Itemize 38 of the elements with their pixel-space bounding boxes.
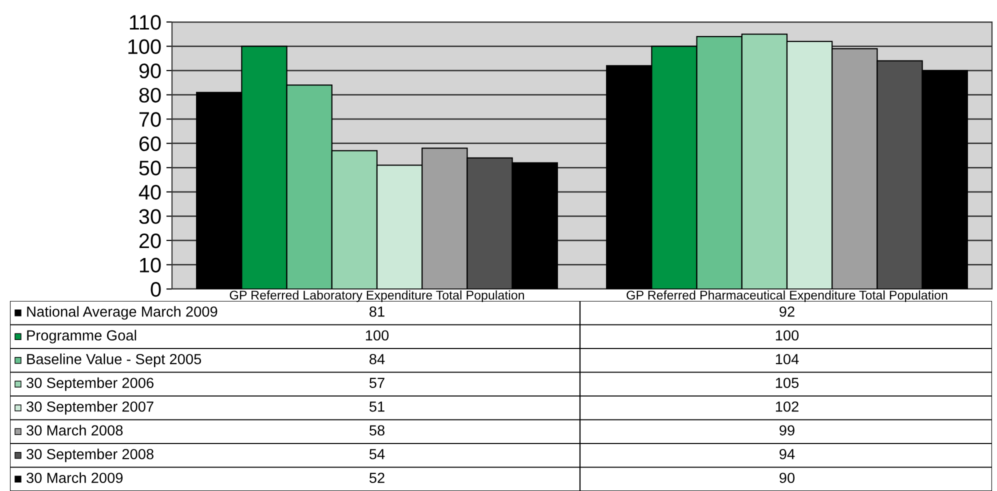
data-label: 52 [369,472,384,484]
legend-label: 30 March 2008 [26,424,123,436]
y-tick-label: 60 [139,136,161,152]
y-tick-label: 100 [128,39,161,54]
y-tick-label: 110 [130,15,161,30]
y-tick-label: 30 [139,209,161,224]
y-tick-label: 20 [139,233,161,248]
legend-label: 30 September 2006 [26,377,154,391]
y-tick-label: 50 [139,160,161,176]
y-tick-label: 80 [139,88,161,103]
data-label: 90 [780,472,795,484]
data-label: 51 [369,402,384,412]
data-label: 57 [369,378,384,388]
data-label: 104 [776,354,799,364]
data-label: 102 [776,401,798,412]
data-label: 81 [370,306,384,317]
data-label: 94 [780,448,795,460]
data-label: 58 [369,425,384,436]
data-label: 54 [369,449,385,460]
y-tick-label: 0 [150,282,161,297]
data-label: 100 [366,330,389,341]
legend-label: National Average March 2009 [27,306,218,320]
y-tick-label: 10 [140,258,161,272]
y-tick-label: 70 [139,112,161,127]
y-tick-label: 90 [139,64,161,78]
legend-label: Programme Goal [27,330,136,344]
data-label: 92 [780,306,794,317]
legend-label: 30 March 2009 [26,472,123,484]
data-label: 100 [776,330,799,341]
legend-label: 30 September 2008 [26,448,154,462]
legend-label: 30 September 2007 [26,401,154,415]
data-label: 84 [370,354,385,364]
data-label: 99 [780,425,794,436]
x-tick-label: GP Referred Pharmaceutical Expenditure Total Population [626,290,948,302]
legend-label: Baseline Value - Sept 2005 [27,354,202,368]
x-tick-label: GP Referred Laboratory Expenditure Total Population [230,290,524,302]
y-tick-label: 40 [138,184,161,200]
data-label: 105 [776,378,799,388]
